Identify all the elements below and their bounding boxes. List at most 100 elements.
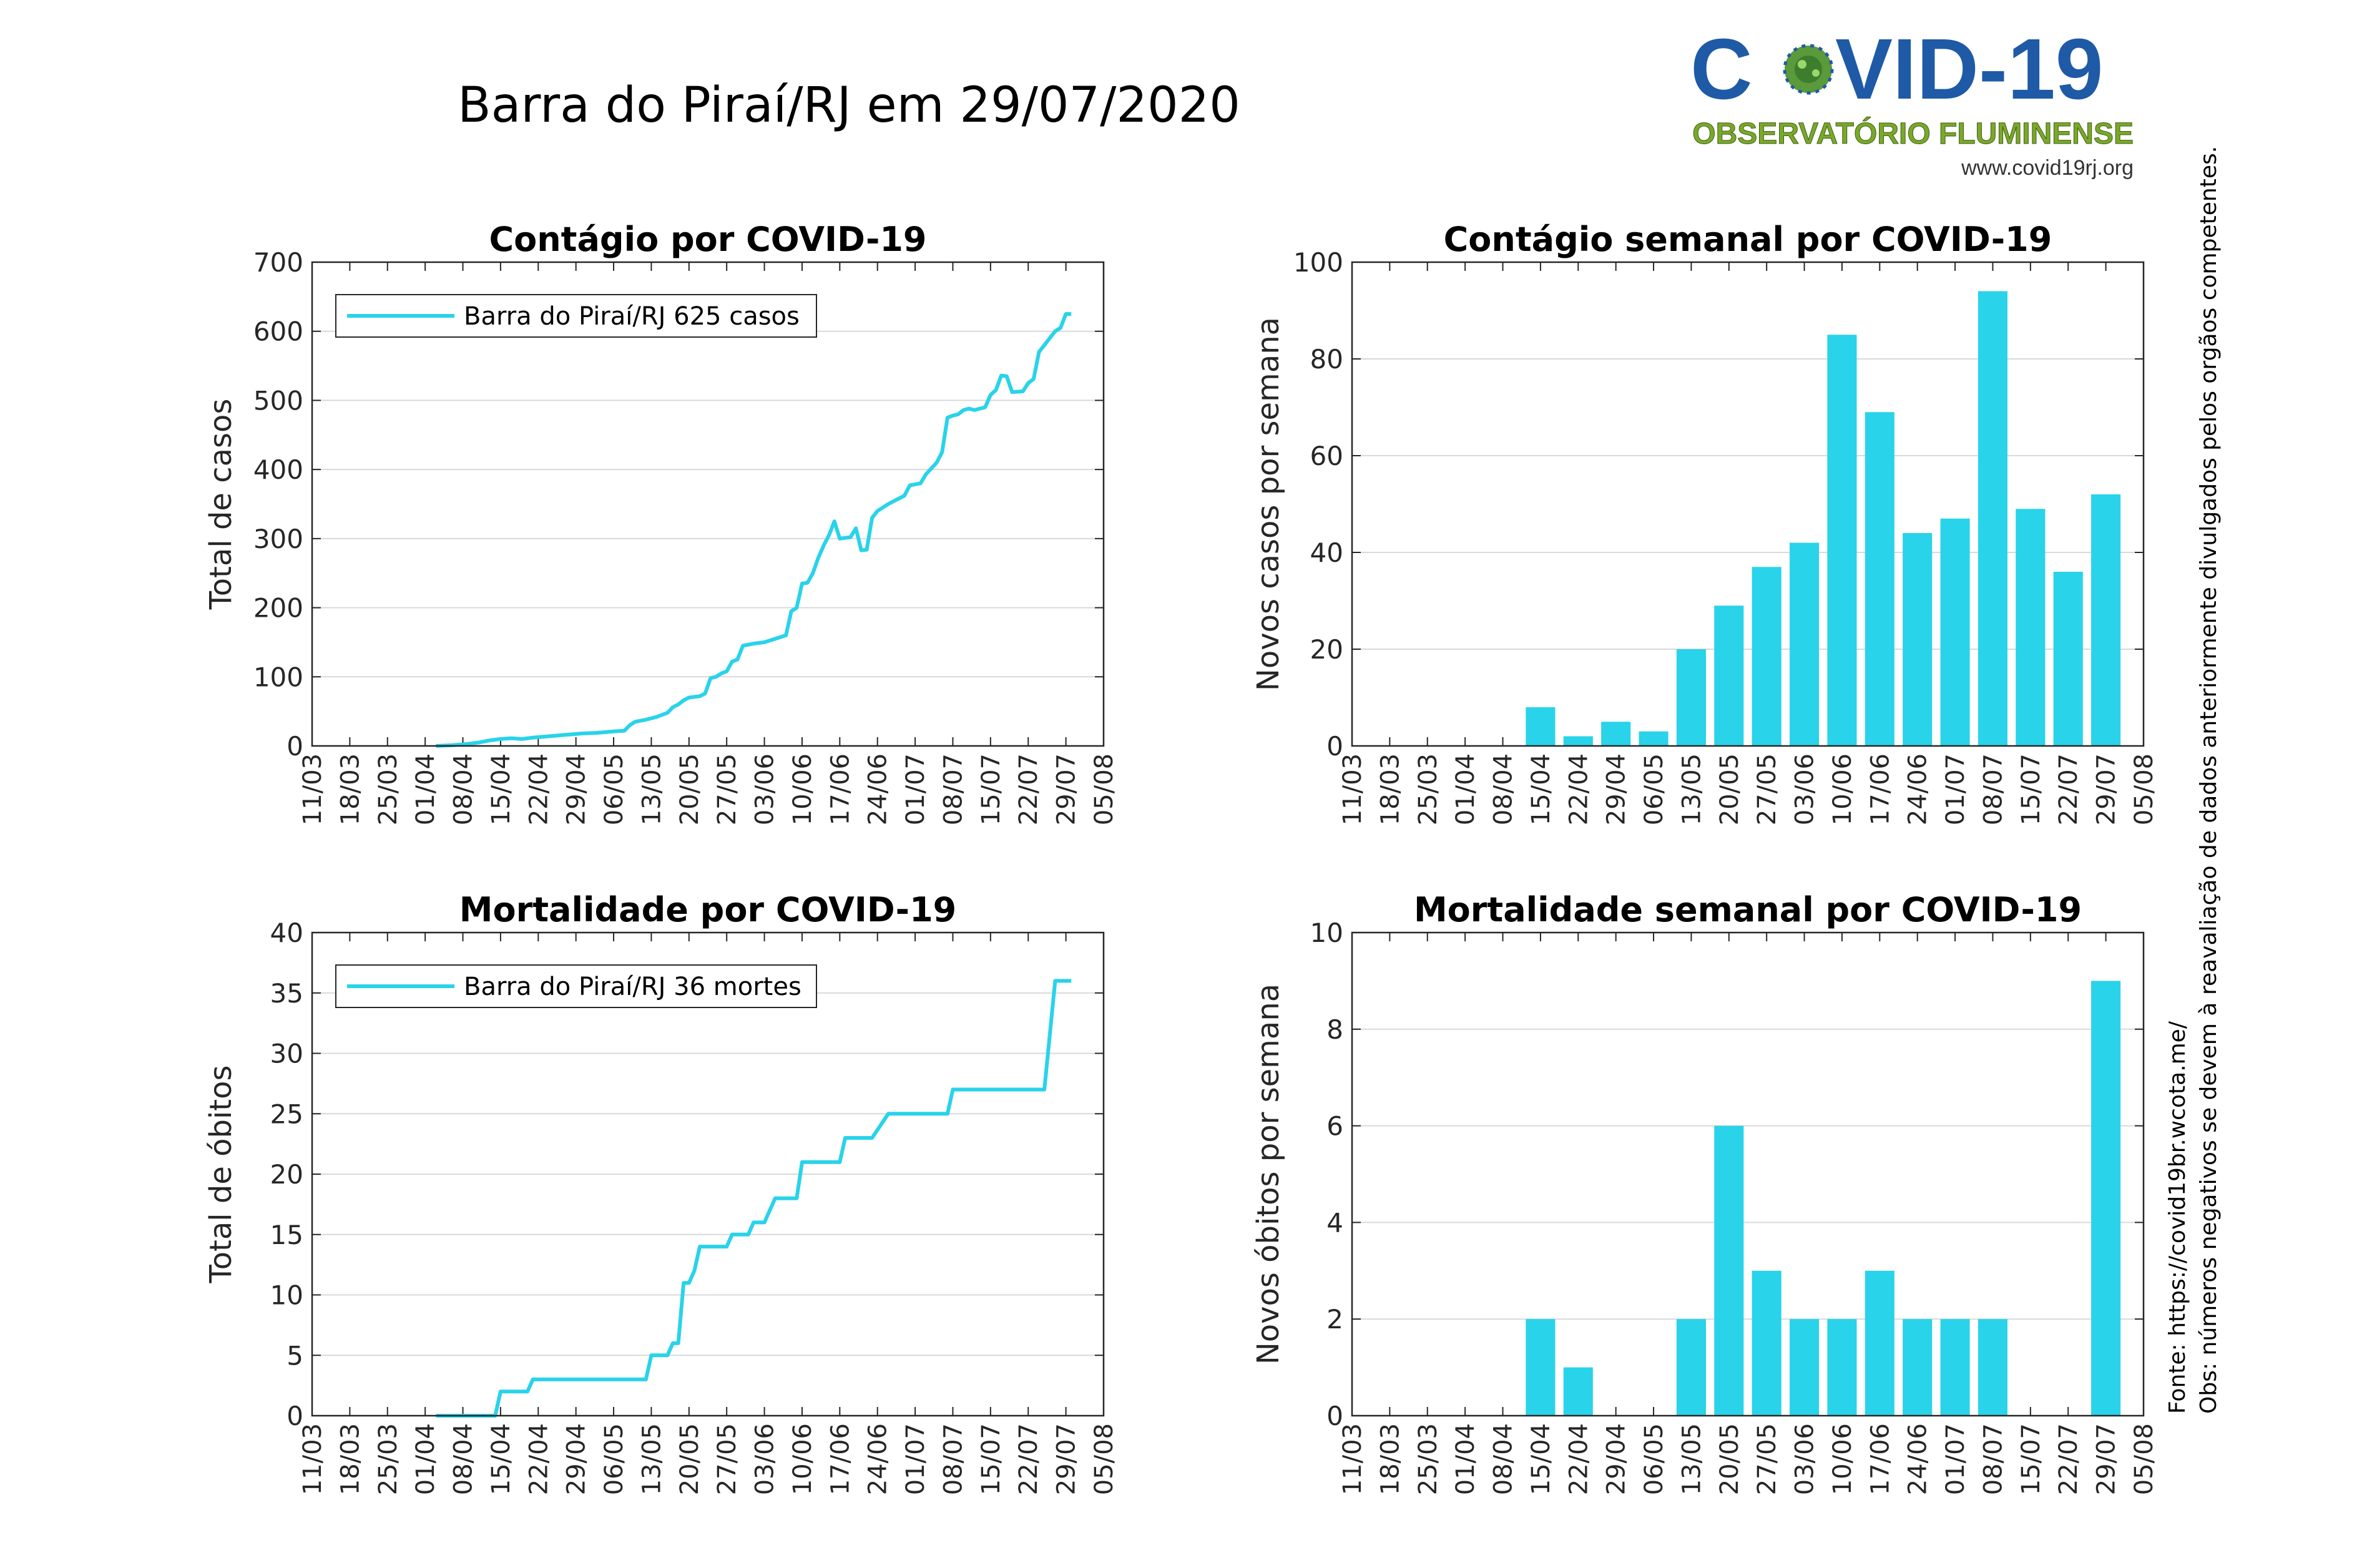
x-tick-label: 11/03 [1338,1423,1367,1495]
x-tick-label: 22/07 [2054,1423,2083,1495]
x-tick-label: 05/08 [1090,1423,1119,1495]
x-tick-label: 06/05 [600,1423,629,1495]
page-title: Barra do Piraí/RJ em 29/07/2020 [458,77,1240,134]
virus-icon [1783,44,1834,95]
bar-03/06 [1790,542,1820,746]
x-tick-label: 22/07 [2054,753,2083,825]
y-tick-label: 4 [1326,1207,1343,1238]
bar-17/06 [1865,412,1894,746]
x-tick-label: 29/07 [2092,753,2121,825]
logo: C VID-19 OBSERVATÓRIO FLUMINENSE www.cov… [1690,21,2134,180]
x-tick-label: 10/06 [1828,1423,1857,1495]
x-tick-label: 01/07 [901,753,930,825]
side-note: Obs: números negativos se devem à reaval… [2196,146,2222,1414]
x-tick-label: 29/04 [562,753,591,825]
y-tick-label: 10 [270,1280,303,1311]
x-tick-label: 08/07 [1979,1423,2007,1495]
y-tick-label: 0 [287,1401,303,1431]
logo-subtitle: OBSERVATÓRIO FLUMINENSE [1692,116,2134,150]
bar-10/06 [1827,1319,1857,1416]
x-tick-label: 08/04 [449,1423,478,1495]
bar-29/04 [1601,722,1631,746]
x-tick-label: 22/04 [1564,1423,1593,1495]
plot-frame [1351,931,2145,1417]
x-tick-label: 29/04 [1602,753,1631,825]
x-tick-label: 13/05 [1677,753,1706,825]
x-tick-label: 10/06 [1828,753,1857,825]
x-tick-label: 17/06 [1866,1423,1894,1495]
y-tick-label: 40 [270,918,303,948]
x-tick-label: 08/04 [449,753,478,825]
x-tick-label: 06/05 [600,753,629,825]
bar-08/07 [1977,1319,2008,1416]
y-tick-label: 40 [1310,537,1343,568]
bar-13/05 [1676,1319,1706,1416]
x-tick-label: 22/07 [1014,753,1043,825]
plot-frame [311,931,1105,1417]
chart-title: Mortalidade por COVID-19 [459,890,956,929]
x-tick-label: 29/04 [1602,1423,1631,1495]
x-tick-label: 01/04 [411,753,440,825]
bar-27/05 [1752,1270,1781,1416]
y-axis-label: Novos óbitos por semana [1251,984,1286,1365]
x-tick-label: 01/04 [411,1423,440,1495]
y-tick-label: 5 [287,1340,303,1371]
bar-20/05 [1714,605,1744,746]
x-tick-label: 27/05 [713,753,742,825]
x-tick-label: 22/04 [524,753,553,825]
chart-title: Contágio por COVID-19 [489,220,926,259]
x-tick-label: 05/08 [1090,753,1119,825]
series-line [436,979,1072,1418]
x-tick-label: 15/07 [2017,1423,2046,1495]
x-tick-label: 18/03 [1376,753,1404,825]
x-tick-label: 08/04 [1489,753,1518,825]
x-tick-label: 08/04 [1489,1423,1518,1495]
x-tick-label: 05/08 [2130,753,2159,825]
x-tick-label: 24/06 [1904,753,1933,825]
y-tick-label: 80 [1310,344,1343,375]
y-tick-label: 10 [1310,918,1343,948]
bar-03/06 [1790,1319,1820,1416]
x-tick-label: 22/04 [524,1423,553,1495]
bar-15/04 [1526,1319,1556,1416]
source-note: Fonte: https://covid19br.wcota.me/ [2165,1021,2190,1414]
x-tick-label: 06/05 [1640,1423,1669,1495]
y-tick-label: 100 [1293,247,1343,278]
x-tick-label: 24/06 [864,753,893,825]
y-tick-label: 400 [253,454,303,485]
plot-frame [311,261,1105,747]
y-tick-label: 700 [253,247,303,278]
y-tick-label: 20 [270,1159,303,1190]
y-tick-label: 200 [253,593,303,624]
x-tick-label: 25/03 [1414,753,1443,825]
x-tick-label: 25/03 [374,753,403,825]
logo-name-left: C [1690,21,1753,117]
plot-frame [1351,261,2145,747]
y-tick-label: 2 [1326,1304,1343,1335]
bar-29/07 [2091,981,2121,1416]
bar-24/06 [1903,533,1933,746]
y-tick-label: 100 [253,662,303,692]
x-tick-label: 15/07 [977,1423,1006,1495]
x-tick-label: 15/04 [1527,1423,1556,1495]
bar-01/07 [1940,518,1970,746]
bar-15/07 [2016,509,2046,746]
x-tick-label: 15/07 [977,753,1006,825]
chart-title: Contágio semanal por COVID-19 [1444,220,2052,259]
x-tick-label: 15/07 [2017,753,2046,825]
x-tick-label: 10/06 [788,1423,817,1495]
x-tick-label: 17/06 [826,753,855,825]
x-tick-label: 13/05 [1677,1423,1706,1495]
logo-url: www.covid19rj.org [1961,156,2134,180]
y-tick-label: 6 [1326,1111,1343,1142]
x-tick-label: 29/07 [1052,753,1081,825]
x-tick-label: 18/03 [336,1423,365,1495]
x-tick-label: 22/07 [1014,1423,1043,1495]
x-tick-label: 11/03 [1338,753,1367,825]
y-axis-label: Novos casos por semana [1251,317,1286,691]
chart-2: 0 20 40 60 80 100 11/03 18/03 25/03 01/04 08/04 15/… [1251,220,2159,825]
y-axis-label: Total de casos [203,399,238,610]
x-tick-label: 17/06 [1866,753,1894,825]
